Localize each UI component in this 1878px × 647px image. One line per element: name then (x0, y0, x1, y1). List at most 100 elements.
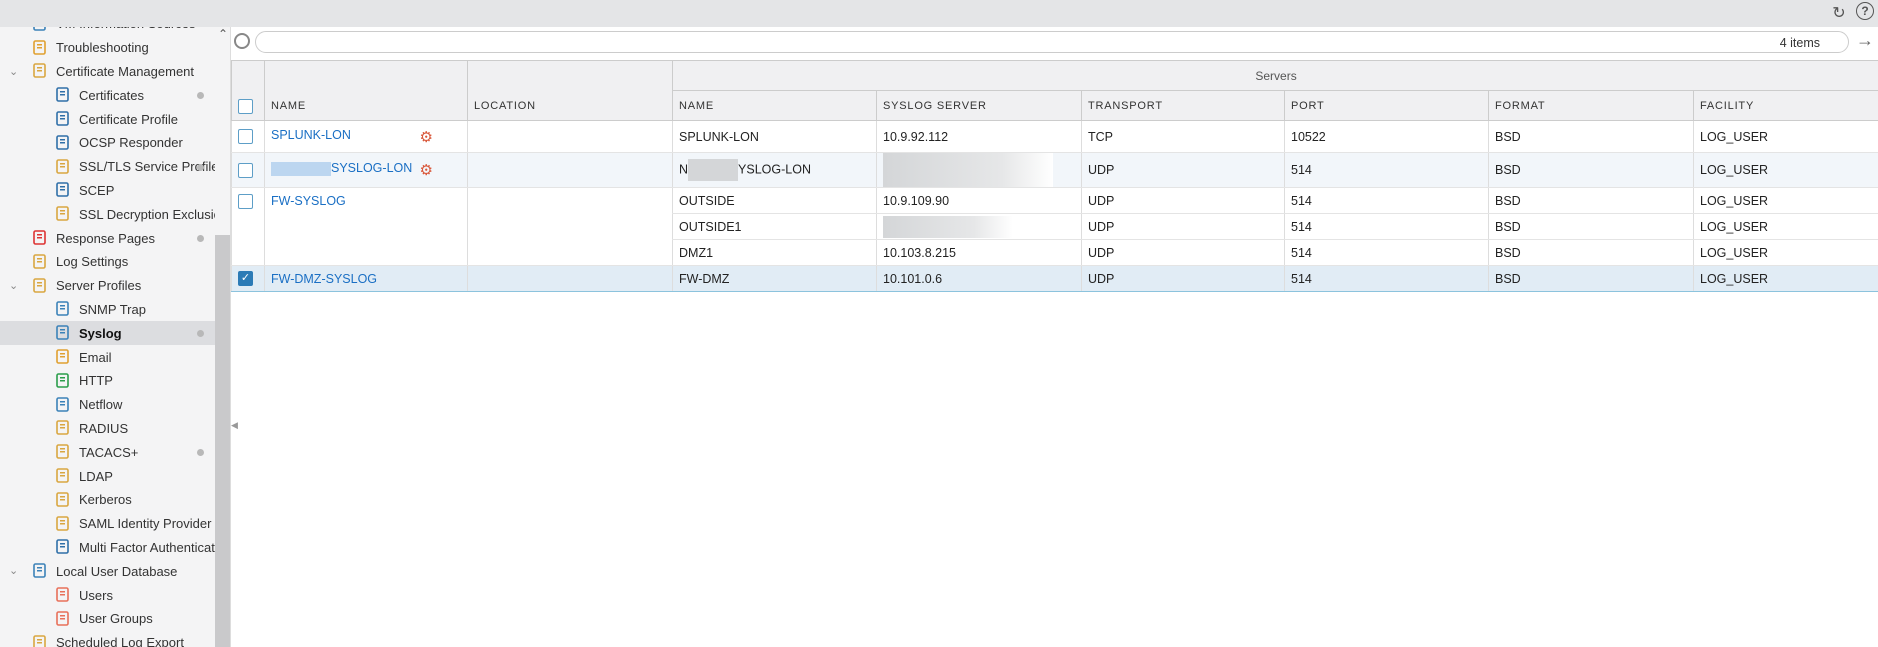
sidebar-item-saml-identity-provider[interactable]: SAML Identity Provider (0, 512, 215, 536)
sidebar-item-certificates[interactable]: Certificates (0, 83, 215, 107)
server-lock-icon (56, 444, 69, 460)
col-port[interactable]: PORT (1284, 90, 1489, 121)
col-facility[interactable]: FACILITY (1692, 90, 1878, 121)
sidebar-item-netflow[interactable]: Netflow (0, 393, 215, 417)
sidebar-scrollbar[interactable]: ⌃ (215, 27, 231, 647)
sidebar-item-scheduled-log-export[interactable]: Scheduled Log Export (0, 631, 215, 647)
sidebar-item-multi-factor-authentication[interactable]: Multi Factor Authentication (0, 536, 215, 560)
row-checkbox[interactable]: ✓ (238, 271, 253, 287)
ocsp-icon (56, 135, 69, 150)
sidebar-item-user-groups[interactable]: User Groups (0, 607, 215, 631)
chevron-down-icon[interactable]: ⌄ (9, 65, 19, 78)
user-group-icon (56, 611, 69, 626)
col-server-name[interactable]: NAME (672, 90, 877, 121)
sidebar-item-server-profiles[interactable]: ⌄ Server Profiles (0, 274, 215, 298)
facility-cell: LOG_USER (1692, 213, 1878, 240)
profile-name-link[interactable]: SPLUNK-LON (271, 127, 351, 142)
table-row[interactable]: ✓ FW-DMZ-SYSLOG FW-DMZ 10.101.0.6 UDP 514 BSD L… (231, 265, 1878, 292)
sidebar-item-label: RADIUS (79, 420, 129, 436)
sidebar-collapse-handle[interactable]: ◀ (231, 420, 238, 430)
sidebar-item-label: TACACS+ (79, 444, 139, 460)
sidebar-item-tacacs-[interactable]: TACACS+ (0, 440, 215, 464)
apply-filter-arrow-icon[interactable]: → (1856, 30, 1874, 50)
sidebar-item-ldap[interactable]: LDAP (0, 464, 215, 488)
sidebar-item-label: Certificates (79, 87, 145, 103)
response-pages-icon (33, 230, 46, 245)
col-location[interactable]: LOCATION (467, 60, 673, 121)
redacted-text (883, 215, 1013, 238)
facility-cell: LOG_USER (1692, 187, 1878, 214)
sidebar-item-label: SSL Decryption Exclusion (79, 206, 215, 222)
select-all-checkbox[interactable] (238, 99, 253, 114)
transport-cell: UDP (1081, 239, 1285, 266)
sidebar-item-response-pages[interactable]: Response Pages (0, 226, 215, 250)
col-format[interactable]: FORMAT (1488, 90, 1694, 121)
refresh-icon[interactable]: ↻ (1832, 5, 1846, 22)
scrollbar-thumb[interactable] (215, 235, 230, 647)
server-lock-icon (56, 515, 69, 531)
server-name-cell: OUTSIDE1 (672, 213, 877, 240)
sidebar-item-ocsp-responder[interactable]: OCSP Responder (0, 131, 215, 155)
folder-certificate-icon (33, 63, 46, 79)
sidebar-item-http[interactable]: HTTP (0, 369, 215, 393)
sidebar-item-users[interactable]: Users (0, 583, 215, 607)
row-checkbox[interactable] (238, 194, 253, 210)
top-bar: ↻ ? (0, 0, 1878, 27)
help-icon[interactable]: ? (1856, 2, 1874, 20)
sidebar-item-local-user-database[interactable]: ⌄ Local User Database (0, 559, 215, 583)
redacted-text (688, 159, 739, 181)
filter-input[interactable]: 4 items (255, 31, 1849, 53)
sidebar-item-certificate-management[interactable]: ⌄ Certificate Management (0, 60, 215, 84)
facility-cell: LOG_USER (1692, 152, 1878, 188)
table-row[interactable]: SPLUNK-LON ⚙ SPLUNK-LON 10.9.92.112 TCP 10522… (231, 120, 1878, 153)
row-checkbox[interactable] (238, 129, 253, 145)
server-lock-icon (56, 420, 69, 436)
sidebar-item-label: SCEP (79, 182, 115, 198)
sidebar-item-log-settings[interactable]: Log Settings (0, 250, 215, 274)
sidebar-item-certificate-profile[interactable]: Certificate Profile (0, 107, 215, 131)
chevron-down-icon[interactable]: ⌄ (9, 279, 19, 292)
transport-cell: TCP (1081, 120, 1285, 153)
profile-name-link[interactable]: FW-DMZ-SYSLOG (271, 271, 378, 286)
sidebar-item-label: Email (79, 349, 112, 365)
main-panel: 4 items → NAME LOCATION Servers NAME SYS… (231, 27, 1878, 647)
sidebar-item-label: Certificate Profile (79, 111, 178, 127)
sidebar-item-label: HTTP (79, 373, 113, 389)
sidebar-item-snmp-trap[interactable]: SNMP Trap (0, 298, 215, 322)
table-row[interactable]: FW-SYSLOG OUTSIDE 10.9.109.90 UDP 514 BSD LOG_… (231, 187, 1878, 266)
sidebar-item-ssl-tls-service-profile[interactable]: SSL/TLS Service Profile (0, 155, 215, 179)
scroll-up-icon[interactable]: ⌃ (218, 27, 229, 41)
transport-cell: UDP (1081, 265, 1285, 292)
col-name[interactable]: NAME (264, 60, 468, 121)
sidebar-item-radius[interactable]: RADIUS (0, 417, 215, 441)
scep-icon (56, 182, 69, 198)
mfa-icon (56, 539, 69, 555)
profile-name-link[interactable]: SYSLOG-LON (331, 161, 413, 175)
col-transport[interactable]: TRANSPORT (1081, 90, 1285, 121)
row-checkbox[interactable] (238, 162, 253, 178)
sidebar-item-label: Multi Factor Authentication (79, 539, 215, 555)
col-syslog-server[interactable]: SYSLOG SERVER (876, 90, 1082, 121)
sidebar-item-label: Scheduled Log Export (56, 635, 184, 647)
chevron-down-icon[interactable]: ⌄ (9, 565, 19, 578)
server-icon (56, 301, 69, 317)
format-cell: BSD (1488, 239, 1694, 266)
port-cell: 10522 (1284, 120, 1489, 153)
table-row[interactable]: SYSLOG-LON ⚙ N YSLOG-LON UDP 514 BSD LOG_USER (231, 152, 1878, 188)
sidebar-item-syslog[interactable]: Syslog (0, 321, 215, 346)
sidebar-item-label: LDAP (79, 468, 113, 484)
syslog-server-cell (876, 213, 1082, 240)
sidebar-item-email[interactable]: Email (0, 345, 215, 369)
table-row[interactable]: OUTSIDE1 UDP 514 BSD LOG_USER (232, 213, 1878, 240)
sidebar-item-ssl-decryption-exclusion[interactable]: SSL Decryption Exclusion (0, 202, 215, 226)
profile-name-link[interactable]: FW-SYSLOG (271, 194, 346, 208)
sidebar-item-troubleshooting[interactable]: Troubleshooting (0, 36, 215, 60)
facility-cell: LOG_USER (1692, 265, 1878, 292)
sidebar-item-label: Certificate Management (56, 63, 195, 79)
sidebar-item-scep[interactable]: SCEP (0, 179, 215, 203)
port-cell: 514 (1284, 213, 1489, 240)
sidebar-item-kerberos[interactable]: Kerberos (0, 488, 215, 512)
override-gear-icon: ⚙ (419, 128, 433, 146)
port-cell: 514 (1284, 152, 1489, 188)
sidebar-item-label: SNMP Trap (79, 301, 146, 317)
